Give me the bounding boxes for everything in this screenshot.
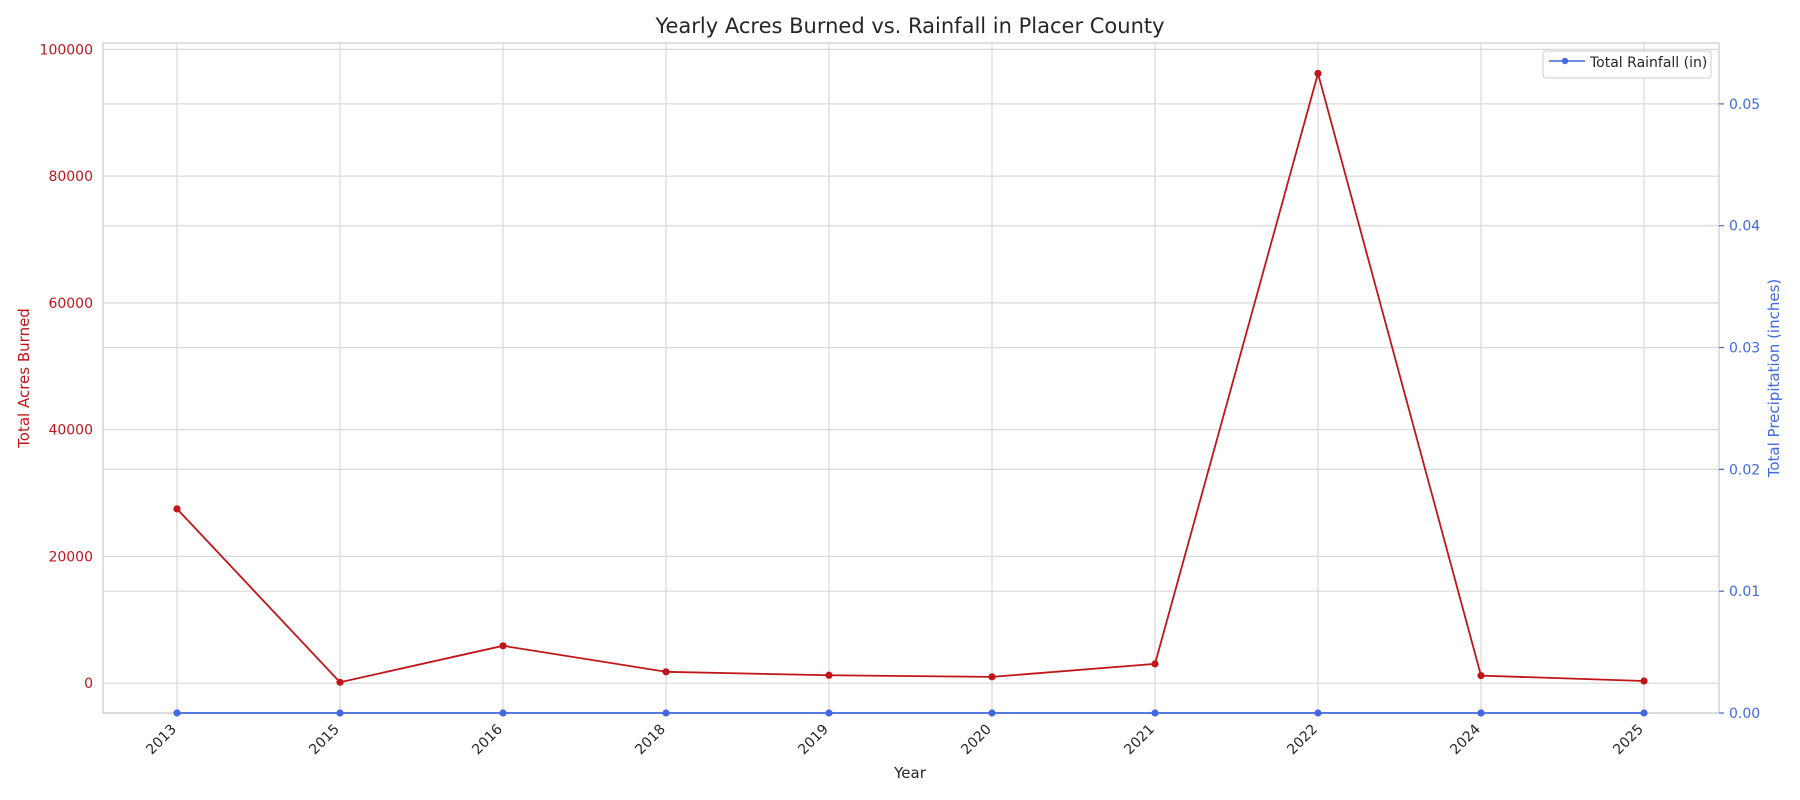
data-point-rainfall [1477, 709, 1485, 717]
legend-box [1542, 50, 1712, 79]
right-tick-label: 0.03 [1729, 341, 1760, 357]
x-tick-label: 2015 [306, 722, 343, 759]
data-point-acres-burned [336, 678, 344, 686]
left-tick-label: 80000 [48, 169, 93, 185]
data-point-acres-burned [1314, 69, 1322, 78]
right-tick-label: 0.05 [1729, 97, 1760, 113]
data-point-rainfall [336, 709, 344, 717]
right-axis-ticks: 0.00 0.01 0.02 0.03 0.04 0.05 [1719, 97, 1760, 722]
x-tick-label: 2022 [1284, 722, 1321, 759]
data-point-rainfall [1640, 709, 1648, 717]
right-axis-label: Total Precipitation (inches) [1765, 279, 1783, 479]
left-axis-label: Total Acres Burned [15, 308, 33, 449]
right-tick-label: 0.02 [1729, 462, 1760, 478]
x-tick-label: 2024 [1447, 721, 1484, 758]
x-tick-label: 2019 [795, 722, 832, 759]
series-line-acres-burned [176, 72, 1645, 684]
data-point-rainfall [662, 709, 670, 717]
data-point-rainfall [988, 709, 996, 717]
x-tick-label: 2025 [1610, 722, 1647, 759]
x-tick-label: 2020 [958, 722, 995, 759]
x-tick-label: 2013 [143, 722, 180, 759]
series-layer [173, 69, 1648, 717]
left-axis-ticks: 0 20000 40000 60000 80000 100000 [40, 42, 93, 692]
data-point-rainfall [1314, 709, 1322, 717]
right-tick-label: 0.00 [1729, 706, 1760, 722]
left-tick-label: 20000 [48, 549, 93, 565]
x-axis-label: Year [893, 764, 927, 782]
data-point-acres-burned [1477, 672, 1485, 680]
plot-frame [102, 42, 1720, 714]
data-point-rainfall [1151, 709, 1159, 717]
data-point-rainfall [499, 709, 507, 717]
chart-title: Yearly Acres Burned vs. Rainfall in Plac… [654, 14, 1164, 38]
data-point-acres-burned [499, 642, 507, 650]
data-point-acres-burned [1151, 660, 1159, 668]
x-tick-label: 2016 [469, 721, 506, 758]
data-point-acres-burned [173, 505, 181, 513]
left-tick-label: 40000 [48, 423, 93, 439]
right-tick-label: 0.04 [1729, 219, 1760, 235]
legend: Total Rainfall (in) [1542, 50, 1712, 79]
data-point-acres-burned [662, 668, 670, 676]
data-point-rainfall [825, 709, 833, 717]
grid [103, 43, 1719, 714]
legend-marker-rainfall [1561, 57, 1569, 65]
data-point-acres-burned [1640, 677, 1648, 685]
right-tick-label: 0.01 [1729, 584, 1760, 600]
x-tick-label: 2018 [632, 722, 669, 759]
data-point-acres-burned [825, 671, 833, 679]
data-point-rainfall [173, 709, 181, 717]
left-tick-label: 100000 [40, 42, 93, 58]
x-axis-ticks: 2013 2015 2016 2018 2019 2020 2021 2022 2024 2025 [143, 721, 1647, 758]
left-tick-label: 60000 [48, 296, 93, 312]
left-tick-label: 0 [84, 676, 93, 692]
legend-label-rainfall: Total Rainfall (in) [1589, 55, 1707, 71]
data-point-acres-burned [988, 673, 996, 681]
x-tick-label: 2021 [1121, 722, 1158, 759]
